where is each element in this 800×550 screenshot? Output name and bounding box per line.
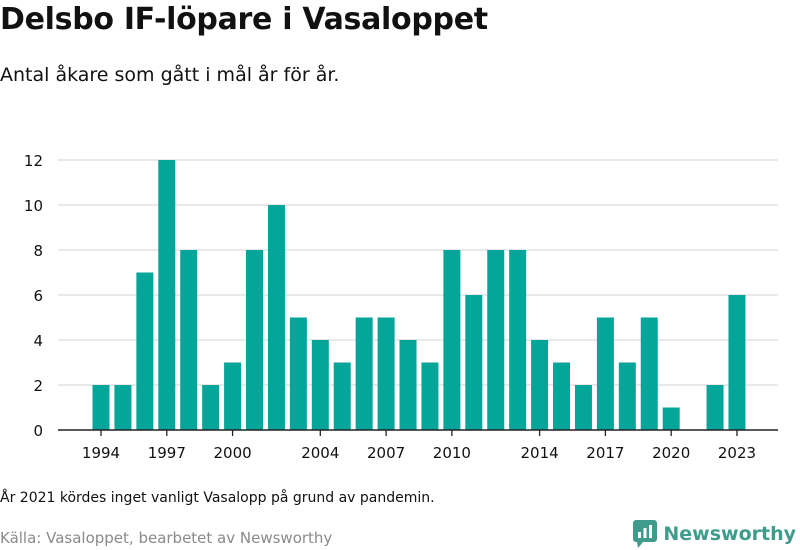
- bar-2008: [399, 340, 417, 430]
- bar-2003: [289, 317, 307, 430]
- bar-2018: [618, 362, 636, 430]
- x-tick-label: 2010: [433, 444, 471, 462]
- chart-subtitle: Antal åkare som gått i mål år för år.: [0, 64, 340, 86]
- y-tick-label: 10: [24, 197, 43, 215]
- x-tick-label: 2014: [521, 444, 559, 462]
- bar-2000: [224, 362, 242, 430]
- bar-2020: [662, 407, 680, 430]
- bar-2007: [377, 317, 395, 430]
- y-tick-label: 6: [33, 287, 43, 305]
- brand-name: Newsworthy: [663, 523, 796, 545]
- bar-1999: [202, 385, 220, 430]
- bar-2006: [355, 317, 373, 430]
- bar-2023: [728, 295, 746, 430]
- grid-lines: [58, 159, 778, 386]
- x-tick-label: 2020: [652, 444, 690, 462]
- x-tick-label: 2000: [213, 444, 251, 462]
- x-tick-label: 1997: [148, 444, 186, 462]
- newsworthy-brand: Newsworthy: [633, 519, 796, 549]
- bar-1996: [136, 272, 154, 430]
- bar-2012: [487, 250, 505, 430]
- x-tick-label: 2004: [301, 444, 339, 462]
- bar-1997: [158, 160, 176, 430]
- footnote: År 2021 kördes inget vanligt Vasalopp på…: [0, 490, 435, 506]
- x-tick-label: 2017: [586, 444, 624, 462]
- bar-2014: [531, 340, 549, 430]
- bar-1994: [92, 385, 110, 430]
- y-tick-label: 8: [33, 242, 43, 260]
- y-tick-label: 0: [33, 422, 43, 440]
- y-tick-label: 2: [33, 377, 43, 395]
- bar-2022: [706, 385, 724, 430]
- newsworthy-logo-icon: [633, 520, 658, 548]
- y-tick-label: 12: [24, 152, 43, 170]
- bars: [92, 160, 746, 430]
- bar-2010: [443, 250, 461, 430]
- y-tick-label: 4: [33, 332, 43, 350]
- bar-1995: [114, 385, 132, 430]
- source-credit: Källa: Vasaloppet, bearbetet av Newswort…: [0, 529, 333, 547]
- bar-2013: [509, 250, 527, 430]
- bar-2015: [553, 362, 571, 430]
- bar-2009: [421, 362, 439, 430]
- bar-1998: [180, 250, 198, 430]
- x-tick-label: 2023: [718, 444, 756, 462]
- x-tick-labels: 1994 1997 2000 2004 2007 2010 2014 2017 2020 2023: [82, 430, 756, 462]
- x-tick-label: 2007: [367, 444, 405, 462]
- bar-chart: 0 2 4 6 8 10 12 1994 1997 2000 2004 2007 2010 2014 20…: [24, 152, 778, 462]
- bar-2005: [333, 362, 351, 430]
- bar-2016: [574, 385, 592, 430]
- x-tick-label: 1994: [82, 444, 120, 462]
- bar-2011: [465, 295, 483, 430]
- chart-title: Delsbo IF-löpare i Vasaloppet: [0, 2, 488, 37]
- y-tick-labels: 0 2 4 6 8 10 12: [24, 152, 43, 440]
- bar-2002: [267, 205, 285, 430]
- bar-2004: [311, 340, 329, 430]
- bar-2019: [640, 317, 658, 430]
- bar-2001: [246, 250, 264, 430]
- bar-2017: [596, 317, 614, 430]
